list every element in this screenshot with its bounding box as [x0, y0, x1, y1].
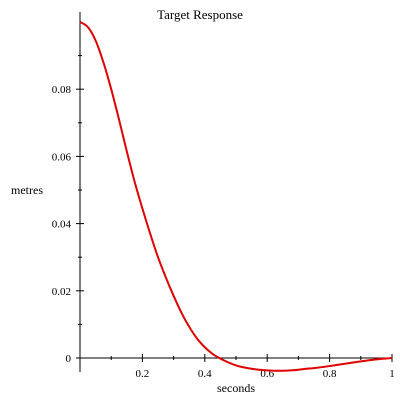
y-axis-label: metres [11, 183, 43, 197]
y-tick-label: 0 [66, 353, 72, 365]
x-tick-label: 0.4 [198, 368, 212, 380]
ticks-group: 0.2 0.4 0.6 0.8 100.020.040.060.08 [52, 55, 395, 380]
x-tick-label: 0.8 [323, 368, 337, 380]
series-line-target-response [79, 21, 393, 372]
y-tick-label: 0.08 [52, 84, 72, 96]
x-axis-label: seconds [217, 381, 255, 395]
y-tick-label: 0.06 [52, 151, 72, 163]
y-tick-label: 0.04 [52, 219, 72, 231]
x-tick-label: 1 [389, 368, 395, 380]
y-tick-label: 0.02 [52, 286, 71, 298]
x-tick-label: 0.2 [136, 368, 150, 380]
chart-title: Target Response [157, 7, 243, 22]
